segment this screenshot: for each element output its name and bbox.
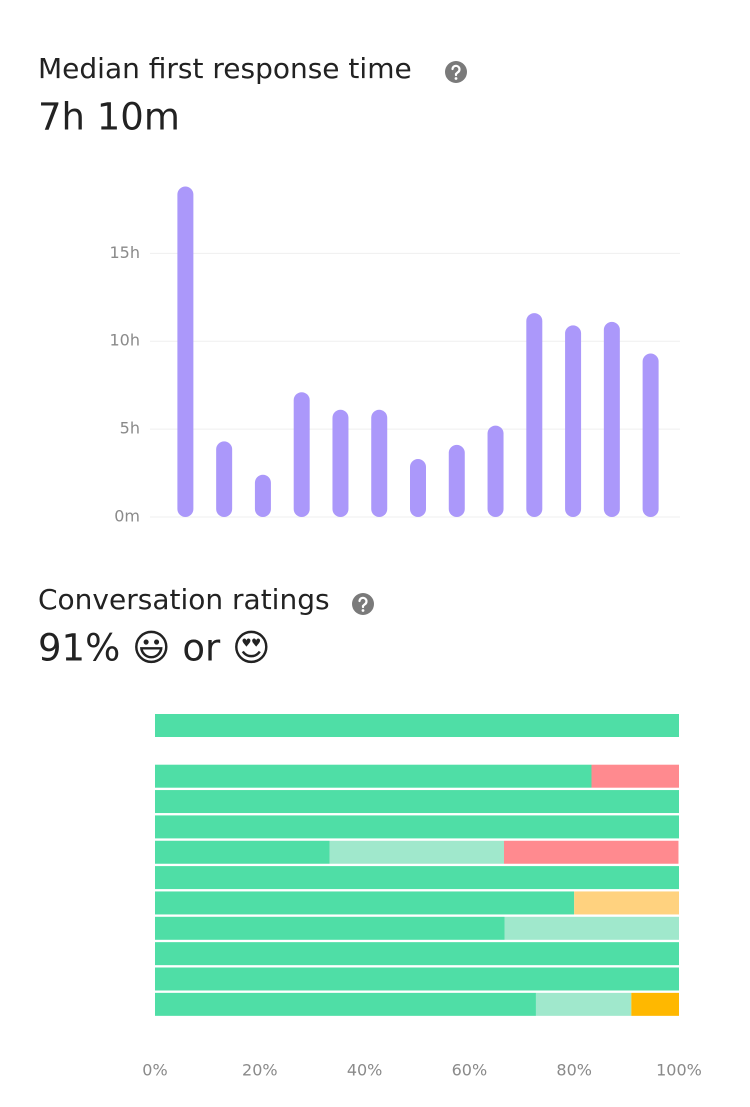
y-tick-label: 10h [110, 331, 141, 350]
bar [565, 325, 582, 517]
headline: 91% 😃 or 😍 [38, 627, 271, 670]
bar [216, 441, 233, 517]
bar [410, 458, 426, 517]
bar [448, 444, 465, 517]
bar-segment [591, 764, 679, 788]
headline: 7h 10m [38, 96, 180, 139]
bar-segment [155, 714, 679, 737]
chart-title: Conversation ratings [38, 583, 330, 616]
y-tick-label: 5h [120, 419, 140, 438]
chart-title: Median first response time [38, 52, 412, 85]
x-tick-label: 80% [556, 1061, 592, 1080]
bar-segment [574, 891, 679, 915]
bar-segment [503, 840, 679, 864]
bar [526, 313, 543, 517]
bar-segment [155, 891, 575, 915]
y-tick-label: 0m [114, 507, 140, 526]
x-tick-label: 20% [242, 1061, 278, 1080]
bar [332, 409, 349, 517]
x-tick-label: 0% [142, 1061, 167, 1080]
bar-segment [155, 764, 592, 788]
bar-segment [535, 992, 632, 1016]
bar-segment [155, 942, 679, 966]
help-icon[interactable] [352, 593, 374, 615]
x-tick-label: 60% [452, 1061, 488, 1080]
bar-segment [155, 967, 679, 991]
bar-segment [155, 992, 536, 1016]
bar [371, 409, 388, 517]
bar [642, 353, 659, 517]
bar [487, 425, 504, 517]
bar-segment [155, 840, 330, 864]
bar-segment [155, 866, 679, 890]
bar-segment [631, 992, 679, 1016]
bar-segment [504, 916, 679, 940]
y-tick-label: 15h [110, 243, 141, 262]
x-tick-label: 100% [656, 1061, 702, 1080]
bar-segment [155, 790, 679, 814]
bar-segment [329, 840, 504, 864]
bar [603, 321, 620, 517]
bar-segment [155, 916, 505, 940]
bar [177, 186, 194, 517]
help-icon[interactable] [445, 61, 467, 83]
bar [254, 474, 271, 517]
x-tick-label: 40% [347, 1061, 383, 1080]
bar [293, 392, 310, 517]
bar-segment [155, 815, 679, 839]
